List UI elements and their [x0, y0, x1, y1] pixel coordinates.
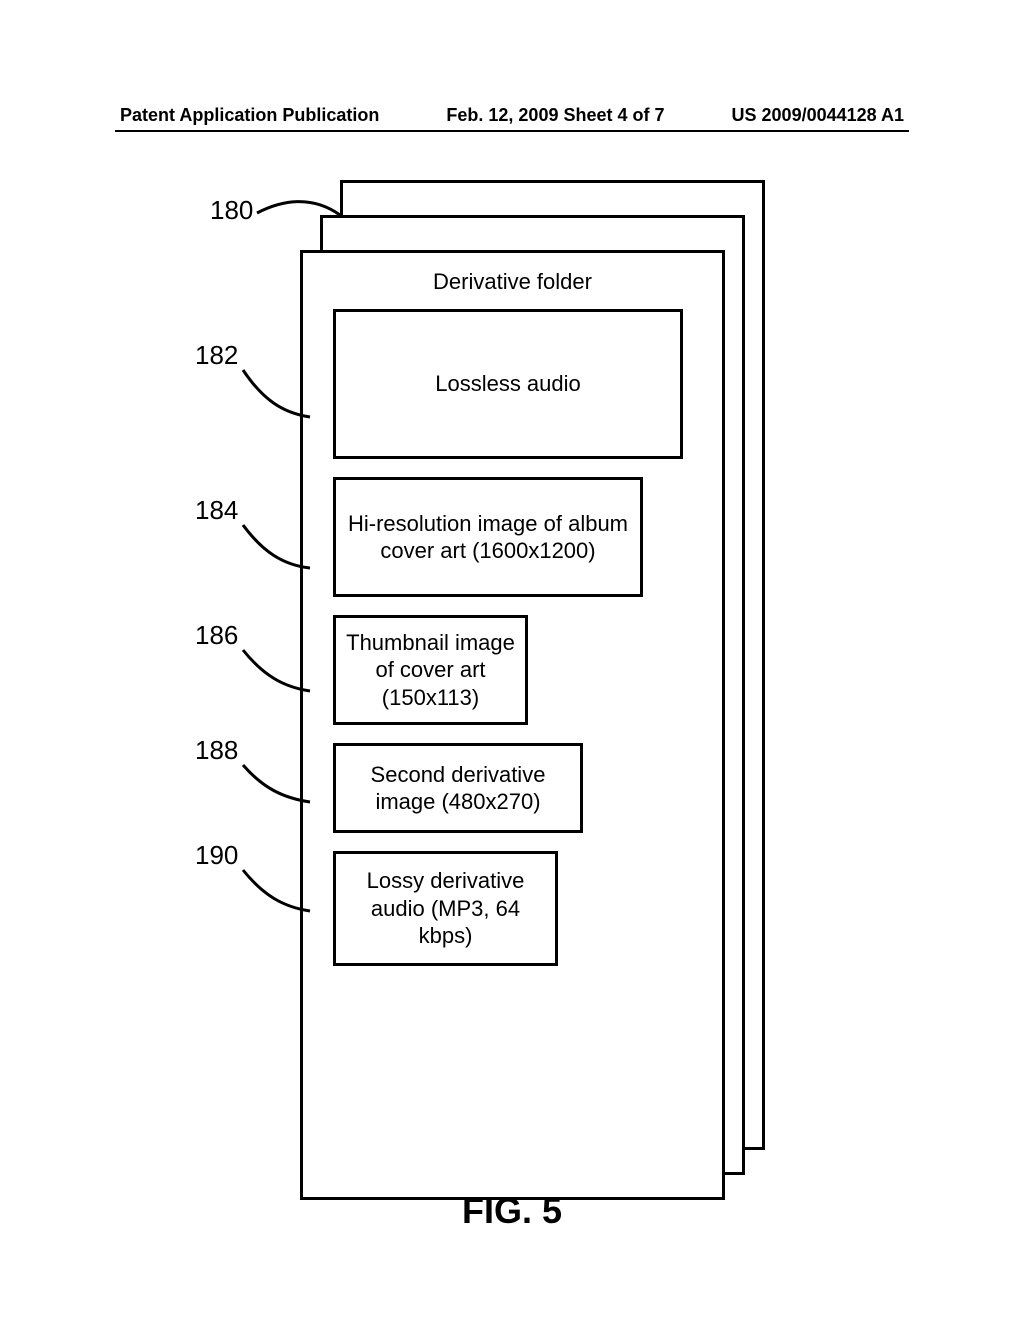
ref-190: 190 — [195, 840, 238, 871]
page: Patent Application Publication Feb. 12, … — [0, 0, 1024, 1320]
leader-190 — [238, 865, 318, 920]
header-left: Patent Application Publication — [120, 105, 379, 126]
box-second-derivative: Second derivative image (480x270) — [333, 743, 583, 833]
box-lossy-audio: Lossy derivative audio (MP3, 64 kbps) — [333, 851, 558, 966]
figure-diagram: 180 Derivative folder Lossless audio Hi-… — [0, 170, 1024, 1170]
derivative-folder: Derivative folder Lossless audio Hi-reso… — [300, 250, 725, 1200]
leader-182 — [238, 365, 318, 425]
page-header: Patent Application Publication Feb. 12, … — [120, 105, 904, 126]
box-thumbnail-image: Thumbnail image of cover art (150x113) — [333, 615, 528, 725]
header-center: Feb. 12, 2009 Sheet 4 of 7 — [446, 105, 664, 126]
figure-label: FIG. 5 — [0, 1190, 1024, 1232]
ref-186: 186 — [195, 620, 238, 651]
leader-188 — [238, 760, 318, 810]
ref-180: 180 — [210, 195, 253, 226]
folder-title: Derivative folder — [433, 269, 592, 295]
leader-186 — [238, 645, 318, 700]
ref-184: 184 — [195, 495, 238, 526]
box-lossless-audio: Lossless audio — [333, 309, 683, 459]
header-right: US 2009/0044128 A1 — [732, 105, 904, 126]
header-rule — [115, 130, 909, 132]
ref-188: 188 — [195, 735, 238, 766]
ref-182: 182 — [195, 340, 238, 371]
leader-184 — [238, 520, 318, 575]
box-hires-image: Hi-resolution image of album cover art (… — [333, 477, 643, 597]
